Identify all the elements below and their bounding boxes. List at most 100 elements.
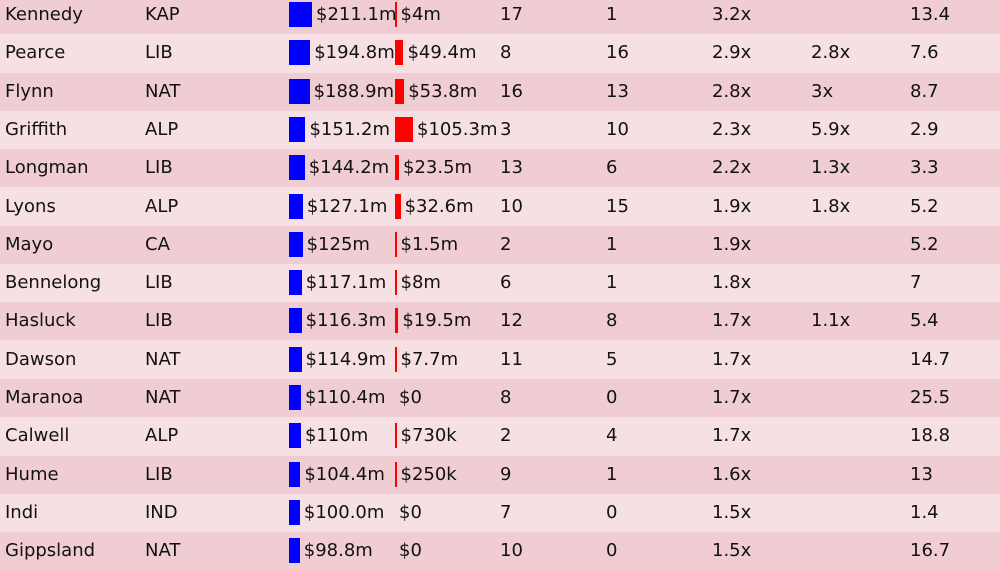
rank-b: 0 — [606, 540, 618, 562]
rank-b: 1 — [606, 463, 618, 485]
grant-a-bar — [289, 2, 312, 27]
margin-value: 8.7 — [910, 80, 939, 102]
margin-value: 7.6 — [910, 42, 939, 64]
rank-a: 16 — [500, 80, 523, 102]
rank-b: 15 — [606, 195, 629, 217]
party-code: KAP — [145, 4, 180, 25]
rank-a: 10 — [500, 195, 523, 217]
grant-a-value: $144.2m — [308, 157, 390, 179]
rank-b: 5 — [606, 348, 618, 370]
grant-b-value: $105.3m — [417, 118, 498, 140]
ratio-a: 1.5x — [712, 501, 752, 523]
rank-b: 10 — [606, 118, 629, 140]
party-code: ALP — [145, 195, 179, 217]
electorate-name: Bennelong — [5, 272, 102, 294]
grant-a-value: $188.9m — [313, 80, 395, 102]
grant-b-value: $19.5m — [402, 310, 472, 332]
electorate-name: Gippsland — [5, 540, 96, 562]
rank-a: 8 — [500, 42, 512, 64]
party-code: ALP — [145, 425, 179, 447]
electorate-name: Dawson — [5, 348, 77, 370]
grant-b-value: $0 — [399, 387, 422, 408]
rank-b: 1 — [606, 4, 618, 25]
electorate-name: Indi — [5, 501, 39, 523]
margin-value: 14.7 — [910, 348, 951, 370]
table-row: Mayo CA $125m $1.5m 2 1 1.9x 5.2 — [0, 225, 1000, 264]
grant-a-value: $116.3m — [305, 310, 387, 332]
grant-a-value: $211.1m — [316, 4, 397, 25]
margin-value: 16.7 — [910, 540, 951, 562]
electorate-name: Griffith — [5, 118, 68, 140]
rank-a: 3 — [500, 118, 512, 140]
margin-value: 3.3 — [910, 157, 939, 179]
electorate-name: Kennedy — [5, 4, 83, 25]
rank-b: 4 — [606, 425, 618, 447]
party-code: LIB — [145, 157, 173, 179]
grant-a-value: $194.8m — [314, 42, 395, 64]
ratio-b: 5.9x — [811, 118, 851, 140]
table-row: Bennelong LIB $117.1m $8m 6 1 1.8x 7 — [0, 264, 1000, 303]
grant-a-value: $127.1m — [306, 195, 388, 217]
grant-b-value: $49.4m — [407, 42, 477, 64]
party-code: LIB — [145, 463, 173, 485]
grant-a-bar — [289, 308, 302, 334]
grant-b-value: $53.8m — [408, 80, 478, 102]
grant-b-value: $0 — [399, 540, 422, 562]
table-row: Hume LIB $104.4m $250k 9 1 1.6x 13 — [0, 455, 1000, 494]
grant-a-bar — [289, 346, 302, 372]
rank-a: 13 — [500, 157, 523, 179]
grant-b-bar — [395, 116, 413, 142]
rank-b: 0 — [606, 501, 618, 523]
rank-a: 2 — [500, 425, 512, 447]
table-row: Pearce LIB $194.8m $49.4m 8 16 2.9x 2.8x 7.6 — [0, 34, 1000, 73]
rank-a: 11 — [500, 348, 523, 370]
grant-a-value: $114.9m — [305, 348, 387, 370]
grant-b-value: $250k — [400, 463, 457, 485]
party-code: IND — [145, 501, 178, 523]
rank-a: 8 — [500, 387, 512, 408]
ratio-a: 1.6x — [712, 463, 752, 485]
grant-b-bar — [395, 346, 397, 372]
grant-a-bar — [289, 193, 303, 219]
grant-b-bar — [395, 461, 397, 487]
rank-b: 0 — [606, 387, 618, 408]
ratio-a: 1.7x — [712, 310, 752, 332]
margin-value: 25.5 — [910, 387, 951, 408]
party-code: LIB — [145, 310, 173, 332]
grant-b-bar — [395, 2, 397, 27]
grant-b-bar — [395, 308, 399, 334]
rank-a: 17 — [500, 4, 523, 25]
table-row: Kennedy KAP $211.1m $4m 17 1 3.2x 13.4 — [0, 0, 1000, 34]
margin-value: 2.9 — [910, 118, 939, 140]
grant-b-value: $8m — [400, 272, 441, 294]
rank-b: 16 — [606, 42, 629, 64]
grant-a-bar — [289, 538, 300, 564]
ratio-a: 1.7x — [712, 348, 752, 370]
grant-a-bar — [289, 499, 300, 525]
grant-b-value: $0 — [399, 501, 422, 523]
margin-value: 7 — [910, 272, 922, 294]
grant-b-value: $32.6m — [404, 195, 474, 217]
ratio-a: 3.2x — [712, 4, 752, 25]
margin-value: 13.4 — [910, 4, 951, 25]
margin-value: 5.4 — [910, 310, 939, 332]
electorate-name: Flynn — [5, 80, 54, 102]
rank-a: 9 — [500, 463, 512, 485]
grant-a-bar — [289, 270, 302, 296]
rank-b: 1 — [606, 233, 618, 255]
grant-b-bar — [395, 40, 404, 66]
table-row: Dawson NAT $114.9m $7.7m 11 5 1.7x 14.7 — [0, 340, 1000, 379]
table-row: Lyons ALP $127.1m $32.6m 10 15 1.9x 1.8x 5.2 — [0, 187, 1000, 226]
table-row: Flynn NAT $188.9m $53.8m 16 13 2.8x 3x 8.7 — [0, 72, 1000, 111]
grant-b-bar — [395, 193, 401, 219]
rank-b: 1 — [606, 272, 618, 294]
grant-a-value: $100.0m — [303, 501, 385, 523]
ratio-b: 1.3x — [811, 157, 851, 179]
ratio-a: 1.9x — [712, 195, 752, 217]
rank-b: 8 — [606, 310, 618, 332]
grant-b-bar — [395, 231, 397, 257]
electorate-name: Pearce — [5, 42, 66, 64]
grant-a-bar — [289, 78, 310, 104]
grant-b-bar — [395, 270, 397, 296]
